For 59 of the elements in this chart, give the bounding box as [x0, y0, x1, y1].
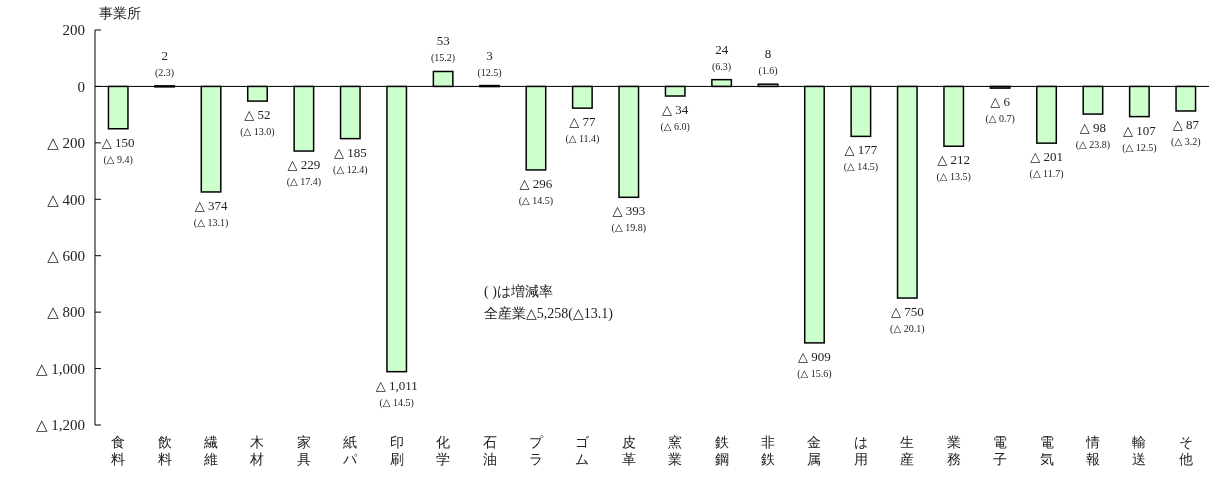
x-tick-label: 皮革	[621, 435, 636, 467]
y-tick-label: 200	[62, 22, 85, 39]
data-label: △ 6 (△ 0.7)	[985, 94, 1015, 126]
x-tick-label: 繊維	[203, 435, 219, 467]
x-tick-label: 金属	[807, 435, 822, 467]
x-tick-label: 窯業	[668, 435, 683, 467]
y-tick-label: △ 1,000	[35, 360, 85, 377]
y-tick-label: 0	[77, 78, 85, 95]
data-label: △ 87 (△ 3.2)	[1171, 116, 1201, 148]
x-tick-label: 家具	[296, 435, 311, 467]
x-tick-label: 業務	[946, 435, 961, 467]
data-label: △ 229 (△ 17.4)	[286, 157, 322, 189]
data-label: △ 34 (△ 6.0)	[660, 102, 690, 134]
data-label: 2 (2.3)	[155, 47, 175, 79]
x-tick-label: 輸送	[1132, 435, 1147, 467]
data-label: △ 52 (△ 13.0)	[240, 107, 275, 139]
y-axis-title: 事業所	[99, 6, 141, 21]
data-label: 3 (12.5)	[477, 47, 502, 79]
y-tick-label: △ 800	[47, 304, 85, 321]
x-tick-label: プラ	[528, 435, 544, 467]
x-tick-label: 化学	[436, 435, 451, 467]
x-tick-label: そ他	[1178, 435, 1193, 467]
data-label: △ 909 (△ 15.6)	[797, 348, 832, 380]
data-label: △ 296 (△ 14.5)	[518, 175, 554, 207]
x-tick-label: 生産	[900, 435, 915, 467]
y-tick-label: △ 400	[47, 191, 85, 208]
x-tick-label: 木材	[249, 435, 265, 467]
data-label: △ 750 (△ 20.1)	[890, 304, 925, 336]
y-tick-label: △ 1,200	[35, 417, 85, 434]
x-tick-label: 石油	[482, 435, 497, 467]
data-label: △ 98 (△ 23.8)	[1075, 120, 1111, 152]
x-tick-label: 電気	[1039, 435, 1054, 467]
data-label: △ 177 (△ 14.5)	[843, 142, 879, 174]
data-label: △ 150 (△ 9.4)	[101, 134, 135, 166]
x-tick-label: 印刷	[389, 435, 404, 467]
y-tick-label: △ 200	[47, 135, 85, 152]
annotation: ( )は増減率	[484, 283, 553, 300]
data-label: 53 (15.2)	[431, 33, 456, 65]
x-tick-label: 飲料	[157, 435, 172, 467]
x-tick-label: 食料	[111, 435, 126, 467]
data-label: △ 107 (△ 12.5)	[1122, 122, 1157, 154]
data-label: △ 1,011 (△ 14.5)	[375, 377, 418, 409]
x-tick-label: 非鉄	[761, 435, 776, 467]
data-label: 8 (1.6)	[758, 46, 778, 78]
data-label: △ 374 (△ 13.1)	[193, 197, 229, 229]
data-label: △ 393 (△ 19.8)	[611, 203, 646, 235]
annotation: 全産業△5,258(△13.1)	[484, 306, 614, 322]
data-label: △ 185 (△ 12.4)	[333, 144, 368, 176]
data-label: △ 201 (△ 11.7)	[1029, 149, 1064, 181]
x-tick-label: 鉄鋼	[714, 435, 729, 467]
data-label: △ 77 (△ 11.4)	[565, 114, 600, 146]
x-tick-label: は用	[853, 435, 868, 467]
x-tick-label: 情報	[1084, 435, 1100, 467]
data-label: 24 (6.3)	[712, 41, 732, 73]
x-tick-label: 紙パ	[342, 435, 359, 467]
y-tick-label: △ 600	[47, 247, 85, 264]
x-tick-label: 電子	[993, 435, 1008, 467]
data-label: △ 212 (△ 13.5)	[936, 152, 971, 184]
x-tick-label: ゴム	[575, 435, 591, 467]
